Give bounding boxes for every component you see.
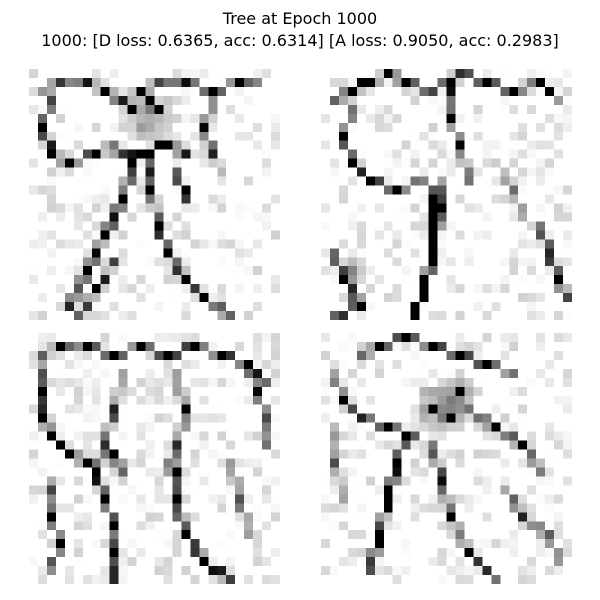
figure-title: Tree at Epoch 1000 xyxy=(222,9,378,28)
generated-sample-2 xyxy=(321,69,572,320)
generated-sample-3 xyxy=(29,333,280,584)
figure-subtitle-metrics: 1000: [D loss: 0.6365, acc: 0.6314] [A l… xyxy=(41,31,559,50)
generated-sample-4 xyxy=(321,333,572,584)
generated-sample-1 xyxy=(29,69,280,320)
